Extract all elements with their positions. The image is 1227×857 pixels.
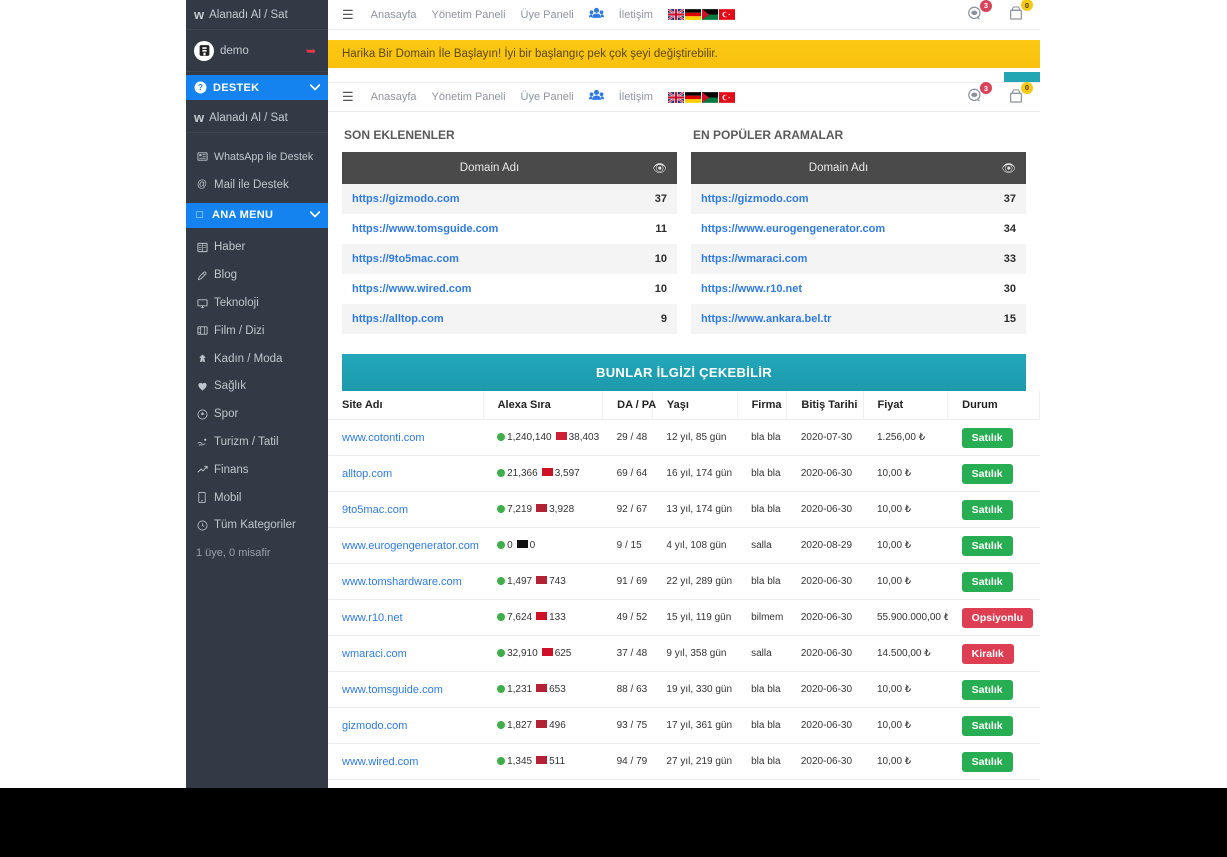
svg-text:?: ?	[198, 83, 203, 92]
